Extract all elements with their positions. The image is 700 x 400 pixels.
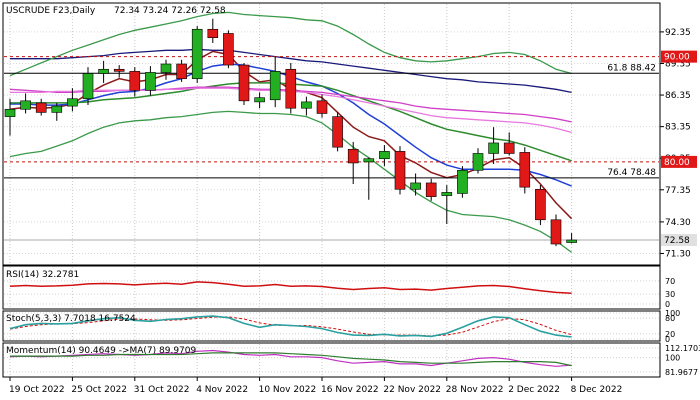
x-tick-label: 22 Nov 2022 [383,385,441,395]
candle-up [441,192,453,196]
candle-down [238,64,250,102]
axis-labels: 19 Oct 2022 25 Oct 2022 31 Oct 2022 4 Nov 2… [9,28,700,395]
momentum-panel-frame [2,342,661,378]
x-tick-label: 19 Oct 2022 [9,385,65,395]
level-label: 76.4 78.48 [607,168,656,178]
ohlc-readout: 72.34 73.24 72.26 72.58 [114,6,226,16]
candlesticks [4,18,577,247]
price-badge-label: 90.00 [664,53,690,63]
candle-up [20,100,31,110]
candle-up [82,73,94,100]
candle-up [67,98,78,107]
series-line-3 [10,48,572,94]
x-tick-label: 10 Nov 2022 [259,385,317,395]
rsi-line [9,281,572,295]
candle-up [472,153,484,171]
candle-up [254,97,265,103]
y-tick-label: 71.30 [665,249,691,259]
series-line-6 [9,110,572,253]
price-badge-label: 72.58 [664,236,690,246]
price-badge-label: 80.00 [664,158,690,168]
rsi-tick-label: 70 [665,277,675,286]
momentum-tick-label: 112.1703 [665,344,700,353]
candle-down [535,188,546,221]
y-tick-label: 74.30 [665,218,691,228]
candle-down [35,102,47,113]
chart-header: USCRUDE F23,Daily 72.34 73.24 72.26 72.5… [6,6,226,16]
y-tick-label: 92.35 [665,28,691,38]
price-badge [661,234,697,246]
x-tick-label: 2 Dec 2022 [508,385,560,395]
candle-down [207,28,219,38]
y-tick-label: 83.35 [665,123,691,133]
candle-down [550,219,562,245]
candle-up [4,108,16,117]
stoch-tick-label: 20 [665,330,675,339]
candle-down [503,142,515,154]
sub-panels [9,281,572,367]
stoch-k-line [9,315,572,338]
y-tick-label: 77.35 [665,186,691,196]
candle-up [160,63,172,73]
candle-down [113,68,125,72]
stoch-tick-label: 100 [665,309,680,318]
momentum-line [9,349,572,367]
price-badge [661,155,697,168]
horizontal-levels: 61.8 88.42 76.4 78.48 [4,56,659,241]
candle-up [145,72,156,91]
candle-up [566,239,577,243]
candle-up [51,105,63,113]
level-label: 61.8 88.42 [607,63,656,73]
candle-up [191,28,203,80]
momentum-ma-line [10,352,572,367]
stoch-panel-frame [2,310,661,342]
momentum-tick-label: 81.9677 [665,368,698,377]
x-tick-label: 4 Nov 2022 [196,385,248,395]
rsi-tick-label: 0 [665,300,670,309]
candle-up [301,101,312,109]
candle-down [394,151,406,190]
candle-down [316,100,328,114]
candle-down [223,33,234,66]
stoch-tick-label: 0 [665,335,670,344]
momentum-tick-label: 100 [665,354,680,363]
x-tick-label: 25 Oct 2022 [71,385,127,395]
momentum-label: Momentum(14) 90.4649 ->MA(7) 89.9709 [6,346,197,356]
candle-down [347,148,359,164]
x-tick-label: 28 Nov 2022 [446,385,504,395]
candle-down [519,152,531,188]
candle-up [379,151,390,160]
candle-up [98,68,109,74]
candle-down [285,68,297,109]
candle-up [410,182,421,190]
rsi-label: RSI(14) 32.2781 [6,270,79,280]
candle-down [332,116,343,148]
x-tick-label: 31 Oct 2022 [134,385,190,395]
stoch-tick-label: 80 [665,314,675,323]
x-tick-label: 16 Nov 2022 [321,385,379,395]
candle-down [425,182,437,197]
candle-down [176,63,187,80]
x-tick-label: 8 Dec 2022 [571,385,623,395]
candle-up [488,142,499,154]
rsi-tick-label: 30 [665,290,675,299]
rsi-panel-frame [2,265,661,310]
candle-up [457,170,468,194]
y-tick-label: 89.35 [665,59,691,69]
stoch-label: Stoch(5,3,3) 7.7018 16.7524 [6,314,136,324]
candle-down [129,71,141,91]
candle-up [269,71,281,101]
price-panel-frame [2,2,661,266]
candle-up [363,158,375,163]
instrument-title: USCRUDE F23,Daily [6,6,96,16]
y-tick-label: 86.35 [665,91,691,101]
price-badge [661,50,697,63]
